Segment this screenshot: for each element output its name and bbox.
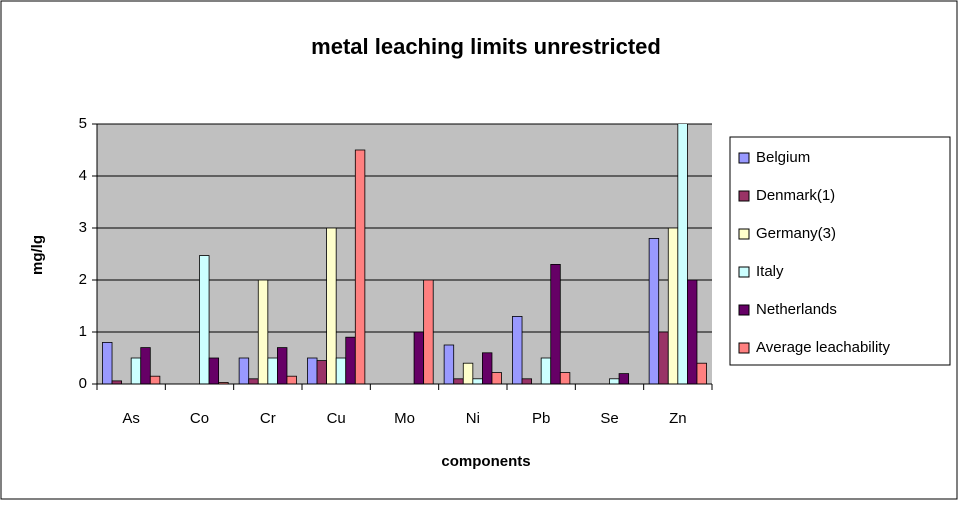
legend-label: Germany(3) (756, 225, 836, 242)
bar (218, 382, 229, 384)
legend-swatch (738, 342, 750, 354)
bar (316, 360, 327, 384)
x-tick-label: Cr (260, 410, 276, 427)
bar (335, 357, 347, 384)
legend-swatch (738, 266, 750, 278)
x-tick-label: Cu (327, 410, 346, 427)
bar (276, 347, 288, 384)
bar (540, 357, 552, 384)
bar (481, 352, 493, 384)
plot-area (97, 124, 712, 384)
y-tick-label: 2 (79, 271, 87, 288)
bar (140, 347, 151, 384)
x-tick-label: Pb (532, 410, 550, 427)
bar (550, 263, 561, 384)
legend-swatch (738, 152, 750, 164)
bar (667, 227, 679, 384)
legend-label: Netherlands (756, 301, 837, 318)
bar (307, 357, 318, 384)
y-tick-label: 0 (79, 375, 87, 392)
bar (267, 357, 278, 384)
bar (326, 227, 337, 384)
bar (472, 378, 483, 384)
x-tick-label: Co (190, 410, 209, 427)
legend-label: Average leachability (756, 339, 890, 356)
bar (208, 357, 220, 384)
bar (238, 357, 250, 384)
y-tick-label: 5 (79, 115, 87, 132)
bar (149, 375, 161, 384)
bar (111, 380, 122, 384)
y-tick-label: 4 (79, 167, 87, 184)
bar (345, 336, 356, 384)
bar (354, 149, 366, 384)
bar (413, 331, 425, 384)
bar (696, 362, 707, 384)
legend (729, 136, 951, 366)
legend-label: Denmark(1) (756, 187, 835, 204)
x-axis-title: components (441, 453, 530, 470)
x-tick-label: As (122, 410, 140, 427)
bar (658, 331, 669, 384)
bar (423, 279, 434, 384)
bar (559, 372, 571, 384)
legend-swatch (738, 190, 750, 202)
bar (286, 375, 297, 384)
legend-swatch (738, 304, 750, 316)
y-tick-label: 3 (79, 219, 87, 236)
bar (453, 378, 464, 384)
bar (491, 372, 502, 384)
legend-label: Belgium (756, 149, 810, 166)
bar (521, 378, 532, 384)
bar (512, 315, 523, 384)
bar (648, 237, 660, 384)
x-tick-label: Se (600, 410, 618, 427)
legend-label: Italy (756, 263, 784, 280)
y-tick-label: 1 (79, 323, 87, 340)
bar (130, 357, 142, 384)
bar (248, 378, 259, 384)
bar (443, 344, 455, 384)
legend-swatch (738, 228, 750, 240)
x-tick-label: Mo (394, 410, 415, 427)
x-tick-label: Ni (466, 410, 480, 427)
bar (257, 279, 269, 384)
y-axis-title: mg/lg (29, 235, 46, 275)
bars (102, 124, 707, 384)
x-tick-label: Zn (669, 410, 687, 427)
bar (687, 279, 698, 384)
bar (462, 362, 474, 384)
bar (677, 124, 688, 384)
chart-title: metal leaching limits unrestricted (311, 34, 661, 59)
bar (618, 373, 630, 384)
bar (199, 255, 210, 384)
bar (102, 341, 113, 384)
bar (609, 378, 620, 384)
